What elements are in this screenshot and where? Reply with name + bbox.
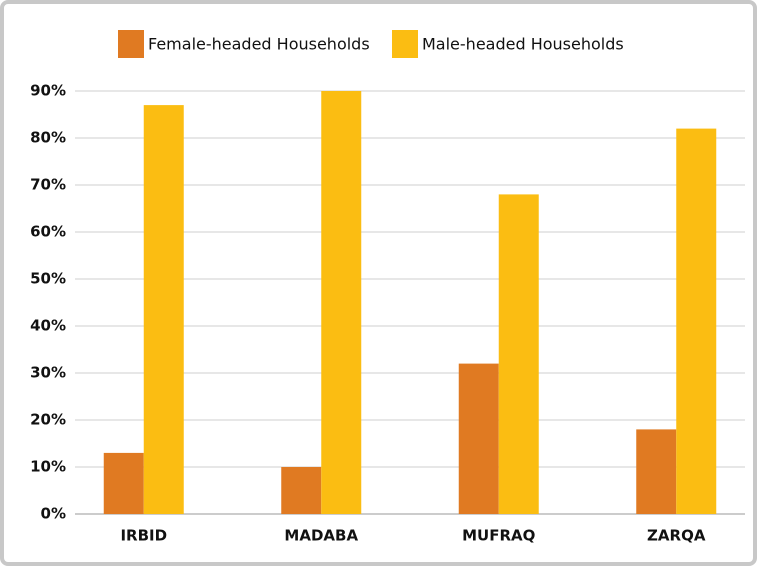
bar bbox=[143, 105, 184, 514]
y-tick-label: 10% bbox=[30, 458, 66, 476]
legend-label: Female-headed Households bbox=[148, 35, 370, 54]
x-tick-label: MUFRAQ bbox=[462, 527, 535, 545]
y-tick-label: 90% bbox=[30, 82, 66, 100]
legend-swatch bbox=[392, 30, 418, 58]
bar bbox=[458, 363, 499, 514]
bar bbox=[498, 194, 539, 514]
y-tick-label: 70% bbox=[30, 176, 66, 194]
y-tick-label: 60% bbox=[30, 223, 66, 241]
bar bbox=[281, 467, 322, 514]
x-tick-label: MADABA bbox=[284, 527, 358, 545]
y-tick-label: 30% bbox=[30, 364, 66, 382]
y-tick-label: 0% bbox=[41, 505, 66, 523]
x-tick-label: ZARQA bbox=[647, 527, 706, 545]
legend-label: Male-headed Households bbox=[422, 35, 624, 54]
y-tick-label: 20% bbox=[30, 411, 66, 429]
bar bbox=[636, 429, 677, 514]
bar bbox=[676, 128, 717, 514]
y-tick-label: 80% bbox=[30, 129, 66, 147]
y-tick-label: 40% bbox=[30, 317, 66, 335]
bar bbox=[103, 452, 144, 514]
x-tick-label: IRBID bbox=[120, 527, 167, 545]
bar bbox=[321, 91, 362, 514]
legend-swatch bbox=[118, 30, 144, 58]
y-tick-label: 50% bbox=[30, 270, 66, 288]
